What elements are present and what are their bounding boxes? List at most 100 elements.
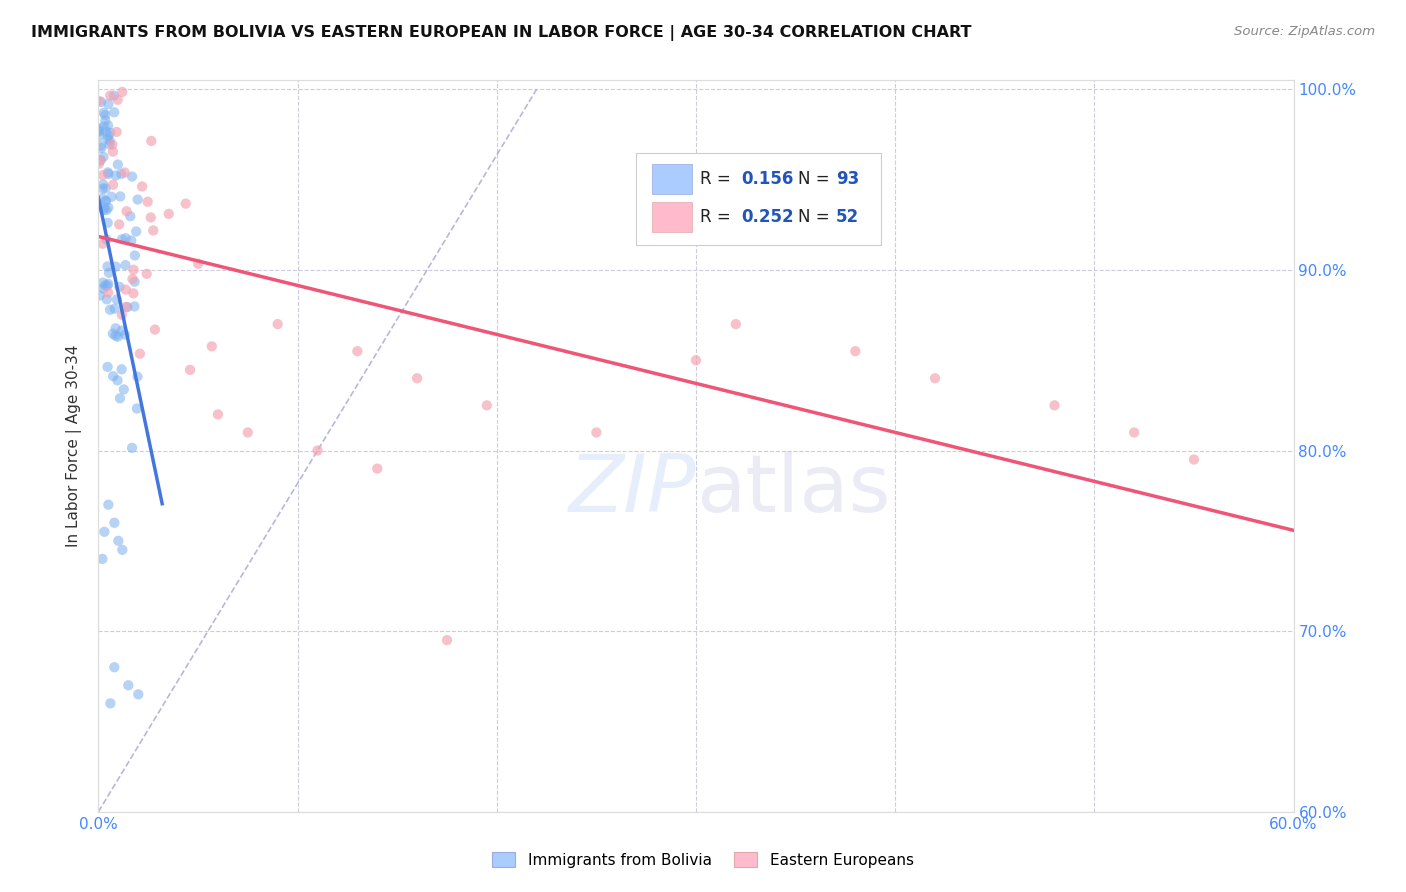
Point: [117, 300, 139, 314]
Point: [1182, 452, 1205, 467]
Point: [98, 266, 121, 280]
Point: [104, 169, 127, 183]
Point: [124, 300, 146, 314]
Point: [115, 204, 138, 219]
Point: [94, 194, 117, 208]
Text: 0.156: 0.156: [741, 170, 794, 188]
Point: [685, 353, 707, 368]
Point: [236, 425, 259, 440]
Point: [101, 326, 124, 341]
Point: [89, 124, 111, 138]
Point: [436, 633, 458, 648]
Point: [475, 398, 498, 412]
Point: [98, 126, 121, 140]
Point: [112, 383, 135, 397]
Text: R =: R =: [700, 170, 735, 188]
Point: [93, 281, 115, 295]
Point: [107, 533, 129, 548]
Point: [90, 138, 112, 153]
Point: [141, 134, 163, 148]
Point: [207, 408, 229, 422]
Point: [93, 202, 115, 217]
Point: [114, 165, 136, 179]
Point: [101, 137, 124, 152]
Point: [111, 362, 134, 376]
Point: [96, 359, 118, 374]
Text: IMMIGRANTS FROM BOLIVIA VS EASTERN EUROPEAN IN LABOR FORCE | AGE 30-34 CORRELATI: IMMIGRANTS FROM BOLIVIA VS EASTERN EUROP…: [31, 25, 972, 41]
Point: [724, 317, 747, 331]
Point: [346, 344, 368, 359]
Point: [96, 132, 118, 146]
Point: [924, 371, 946, 385]
Point: [121, 272, 143, 286]
Point: [111, 85, 134, 99]
Point: [107, 93, 129, 107]
Point: [89, 288, 111, 302]
Point: [127, 369, 149, 384]
Point: [98, 88, 121, 103]
Point: [93, 150, 115, 164]
Point: [101, 369, 124, 384]
Point: [98, 697, 122, 711]
Point: [111, 324, 134, 338]
Point: [187, 257, 209, 271]
Point: [179, 363, 201, 377]
Point: [101, 178, 124, 192]
FancyBboxPatch shape: [652, 163, 692, 194]
Point: [98, 302, 121, 317]
Point: [114, 231, 136, 245]
Point: [107, 329, 129, 343]
Point: [114, 283, 136, 297]
Point: [96, 233, 118, 247]
Text: ZIP: ZIP: [568, 450, 696, 529]
Point: [91, 276, 114, 290]
Point: [127, 193, 149, 207]
Point: [104, 321, 127, 335]
Point: [97, 216, 120, 230]
Point: [89, 153, 111, 168]
Point: [115, 300, 138, 314]
Point: [94, 113, 117, 128]
Point: [97, 119, 120, 133]
Point: [101, 145, 124, 159]
Point: [93, 201, 115, 215]
Point: [844, 344, 866, 359]
Point: [96, 293, 118, 307]
Point: [97, 167, 120, 181]
Point: [104, 260, 127, 274]
Point: [143, 323, 166, 337]
Point: [139, 211, 162, 225]
Point: [91, 168, 114, 182]
Point: [110, 189, 132, 203]
Point: [122, 286, 145, 301]
FancyBboxPatch shape: [637, 153, 882, 244]
Point: [307, 443, 329, 458]
Point: [157, 207, 180, 221]
Point: [103, 105, 125, 120]
Point: [105, 125, 128, 139]
Point: [104, 328, 127, 343]
Point: [585, 425, 607, 440]
Point: [97, 277, 120, 291]
Point: [111, 542, 134, 557]
FancyBboxPatch shape: [652, 202, 692, 233]
Point: [90, 141, 112, 155]
Point: [93, 524, 115, 539]
Point: [108, 392, 131, 406]
Legend: Immigrants from Bolivia, Eastern Europeans: Immigrants from Bolivia, Eastern Europea…: [486, 846, 920, 873]
Point: [125, 225, 148, 239]
Point: [103, 88, 125, 103]
Point: [89, 129, 111, 144]
Text: Source: ZipAtlas.com: Source: ZipAtlas.com: [1234, 25, 1375, 38]
Point: [127, 687, 149, 701]
Point: [125, 401, 148, 416]
Point: [96, 125, 118, 139]
Point: [120, 209, 142, 223]
Point: [87, 94, 110, 108]
Point: [110, 167, 132, 181]
Point: [267, 317, 290, 331]
Point: [94, 278, 117, 293]
Point: [103, 660, 125, 674]
Point: [91, 236, 114, 251]
Point: [108, 280, 131, 294]
